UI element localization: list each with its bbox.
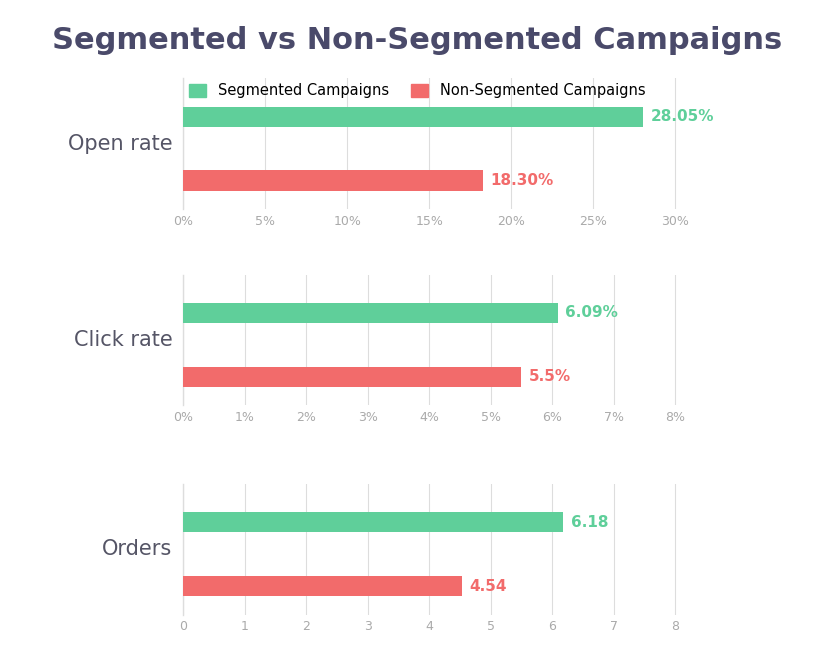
Bar <box>183 303 558 323</box>
Text: 6.09%: 6.09% <box>565 305 618 320</box>
Bar <box>183 366 521 387</box>
Text: Segmented vs Non-Segmented Campaigns: Segmented vs Non-Segmented Campaigns <box>52 26 782 55</box>
Text: 18.30%: 18.30% <box>490 173 554 188</box>
Bar <box>183 576 462 596</box>
Text: Open rate: Open rate <box>68 134 173 154</box>
Bar <box>183 512 563 532</box>
Text: 4.54: 4.54 <box>470 579 507 594</box>
Bar <box>183 107 643 127</box>
Text: Click rate: Click rate <box>73 330 173 350</box>
Bar <box>183 170 483 191</box>
Legend: Segmented Campaigns, Non-Segmented Campaigns: Segmented Campaigns, Non-Segmented Campa… <box>181 76 653 105</box>
Text: 28.05%: 28.05% <box>651 109 714 124</box>
Text: Orders: Orders <box>103 540 173 559</box>
Text: 5.5%: 5.5% <box>529 370 570 385</box>
Text: 6.18: 6.18 <box>570 515 608 530</box>
